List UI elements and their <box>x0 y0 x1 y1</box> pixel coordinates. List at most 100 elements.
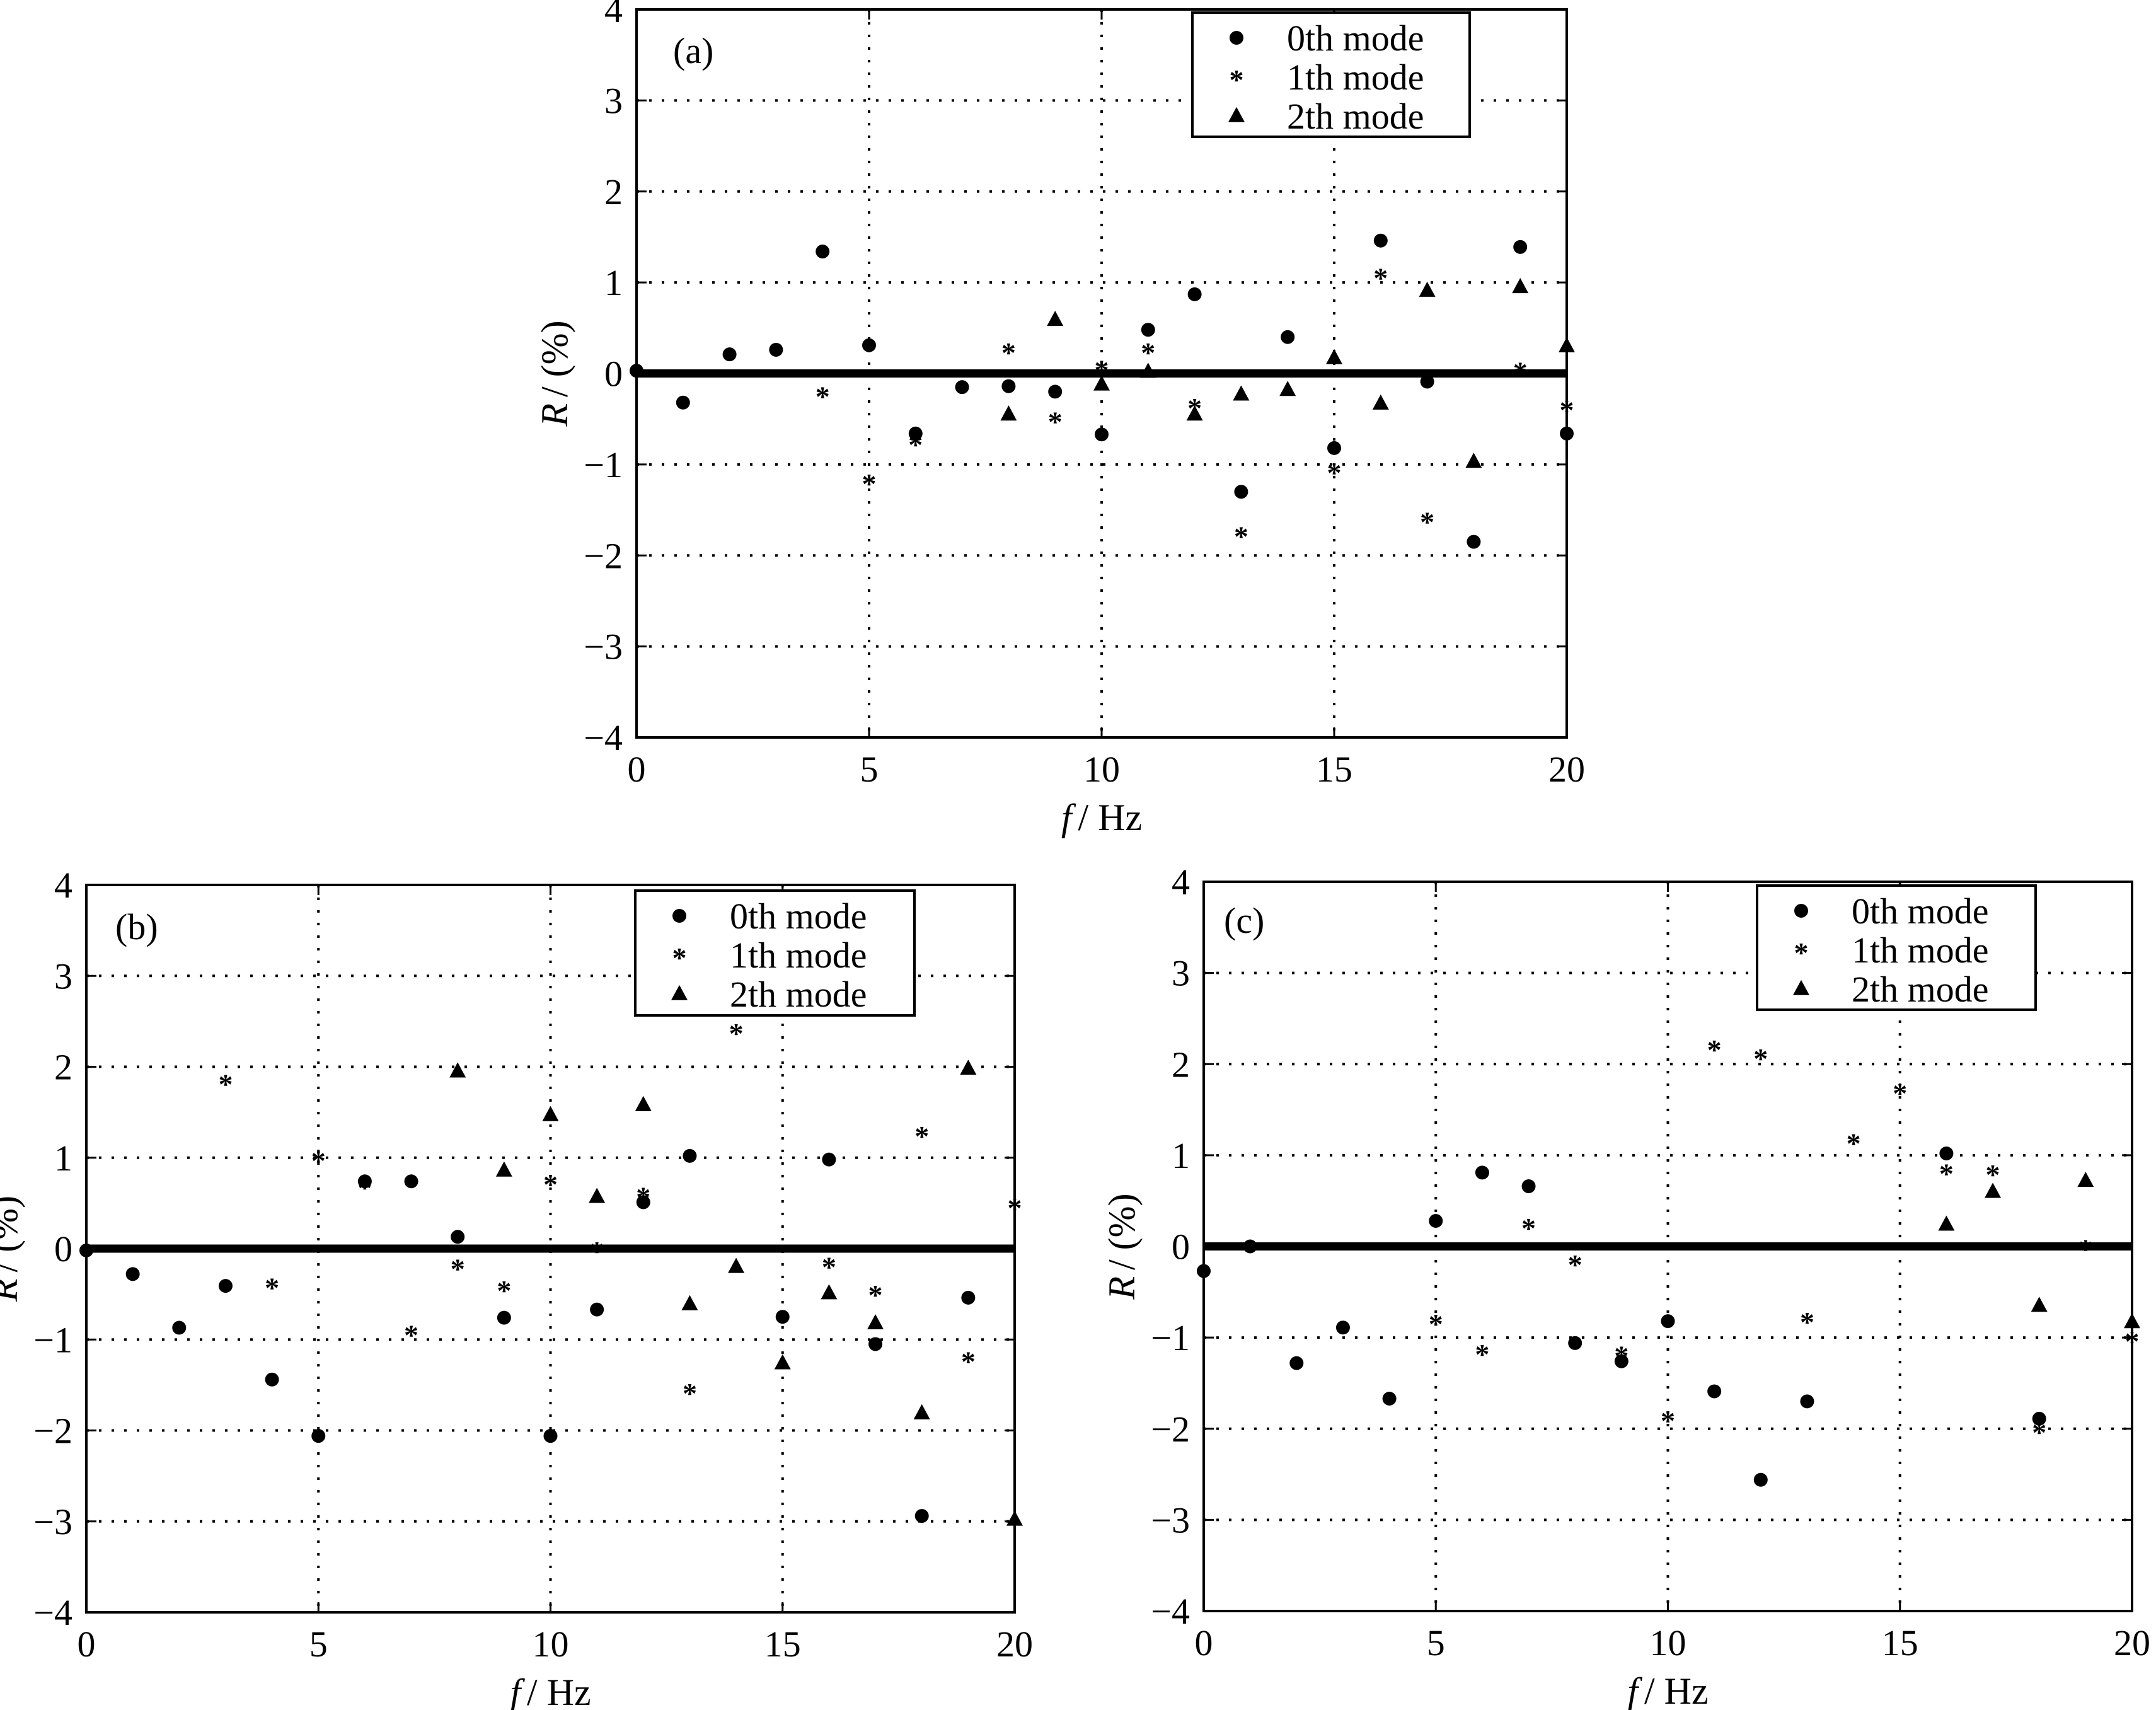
data-point-circle <box>2032 1411 2046 1426</box>
data-point-triangle <box>1985 1182 2002 1198</box>
data-point-asterisk: * <box>1753 1043 1768 1075</box>
x-axis-unit: / Hz <box>527 1672 591 1710</box>
data-point-triangle <box>1419 281 1436 297</box>
panel-label: (b) <box>115 906 158 947</box>
x-tick-label: 0 <box>1195 1622 1213 1663</box>
y-tick-label: 3 <box>54 956 72 997</box>
x-axis-label: f / Hz <box>1061 797 1142 838</box>
data-point-asterisk: * <box>1008 1192 1022 1224</box>
data-point-triangle <box>960 1060 977 1075</box>
y-tick-label: 1 <box>604 262 623 303</box>
data-point-triangle <box>2124 1313 2140 1329</box>
y-tick-label: −4 <box>1151 1591 1190 1632</box>
data-point-circle <box>1373 233 1388 248</box>
data-point-triangle <box>449 1062 466 1078</box>
y-tick-label: −3 <box>1151 1499 1190 1540</box>
data-point-circle <box>1382 1392 1397 1406</box>
data-point-asterisk: * <box>590 1235 604 1268</box>
data-point-triangle <box>1000 405 1017 421</box>
data-point-circle <box>769 342 783 357</box>
data-point-asterisk: * <box>862 468 877 500</box>
data-point-triangle <box>774 1354 791 1370</box>
data-point-circle <box>1289 1356 1304 1370</box>
y-tick-label: −1 <box>33 1319 72 1360</box>
data-point-asterisk: * <box>636 1181 650 1213</box>
data-point-triangle <box>1233 385 1250 401</box>
data-point-circle <box>172 1320 187 1335</box>
y-axis-unit: / (%) <box>0 1196 25 1273</box>
data-point-circle <box>1513 240 1528 254</box>
data-point-triangle <box>913 1404 930 1419</box>
data-point-circle <box>683 1148 697 1163</box>
x-tick-label: 10 <box>1083 749 1120 790</box>
y-axis-label: R / (%) <box>0 1196 25 1302</box>
x-tick-label: 5 <box>1427 1622 1445 1663</box>
data-point-triangle <box>1047 311 1064 326</box>
data-point-circle <box>451 1230 465 1244</box>
data-point-asterisk: * <box>729 1017 744 1049</box>
data-point-circle <box>1281 330 1295 344</box>
data-point-circle <box>79 1243 93 1257</box>
y-tick-label: −2 <box>584 535 623 576</box>
data-point-asterisk: * <box>1521 1212 1536 1244</box>
data-point-asterisk: * <box>908 429 923 461</box>
data-point-circle <box>1467 534 1481 549</box>
data-point-circle <box>1187 287 1202 301</box>
data-point-circle <box>908 426 923 441</box>
y-axis-unit: / (%) <box>534 320 575 397</box>
data-point-circle <box>1521 1179 1536 1194</box>
y-tick-label: −2 <box>33 1411 72 1452</box>
legend-label: 0th mode <box>1287 18 1424 59</box>
y-tick-label: 2 <box>1172 1044 1190 1085</box>
legend-label: 2th mode <box>1287 96 1424 137</box>
x-tick-label: 0 <box>78 1624 96 1665</box>
data-point-circle <box>868 1337 883 1351</box>
x-tick-label: 15 <box>1316 749 1352 790</box>
data-point-circle <box>1001 379 1016 393</box>
legend-label: 2th mode <box>730 974 867 1015</box>
data-point-triangle <box>495 1161 512 1177</box>
data-point-circle <box>1327 441 1341 455</box>
x-axis-unit: / Hz <box>1078 797 1143 838</box>
y-tick-label: −1 <box>1151 1317 1190 1358</box>
y-tick-label: 0 <box>54 1228 72 1269</box>
x-tick-label: 15 <box>1882 1622 1918 1663</box>
y-tick-label: 1 <box>54 1138 72 1179</box>
data-point-circle <box>404 1174 418 1189</box>
data-point-asterisk: * <box>868 1279 883 1311</box>
data-point-asterisk: * <box>1847 1128 1861 1160</box>
data-point-asterisk: * <box>1327 457 1342 489</box>
data-point-triangle <box>1279 381 1296 396</box>
data-point-asterisk: * <box>1560 394 1574 426</box>
data-point-asterisk: * <box>1475 1338 1489 1370</box>
data-point-circle <box>961 1290 976 1305</box>
data-point-circle <box>125 1267 140 1281</box>
data-point-circle <box>1661 1314 1675 1329</box>
x-tick-label: 15 <box>764 1624 801 1665</box>
data-point-asterisk: * <box>311 1145 326 1177</box>
data-point-triangle <box>1006 1510 1023 1526</box>
legend-marker-circle <box>1794 904 1808 918</box>
y-tick-label: 4 <box>604 0 623 30</box>
legend-marker-asterisk: * <box>1794 937 1809 969</box>
x-tick-label: 10 <box>1650 1622 1686 1663</box>
data-point-asterisk: * <box>1095 354 1109 386</box>
data-point-asterisk: * <box>404 1319 418 1351</box>
y-tick-label: 4 <box>54 865 72 906</box>
data-point-asterisk: * <box>1568 1249 1582 1281</box>
data-point-triangle <box>1186 405 1203 421</box>
data-point-asterisk: * <box>683 1377 697 1409</box>
data-point-circle <box>722 347 737 362</box>
data-point-circle <box>775 1310 790 1324</box>
y-tick-label: 0 <box>1172 1227 1190 1268</box>
x-tick-label: 5 <box>309 1624 328 1665</box>
y-tick-label: 3 <box>604 80 623 121</box>
data-point-asterisk: * <box>1986 1158 2000 1191</box>
data-point-circle <box>1614 1354 1629 1368</box>
data-point-triangle <box>867 1314 884 1330</box>
data-point-circle <box>862 338 876 352</box>
legend-marker-asterisk: * <box>1230 64 1244 96</box>
data-point-asterisk: * <box>1373 262 1388 294</box>
